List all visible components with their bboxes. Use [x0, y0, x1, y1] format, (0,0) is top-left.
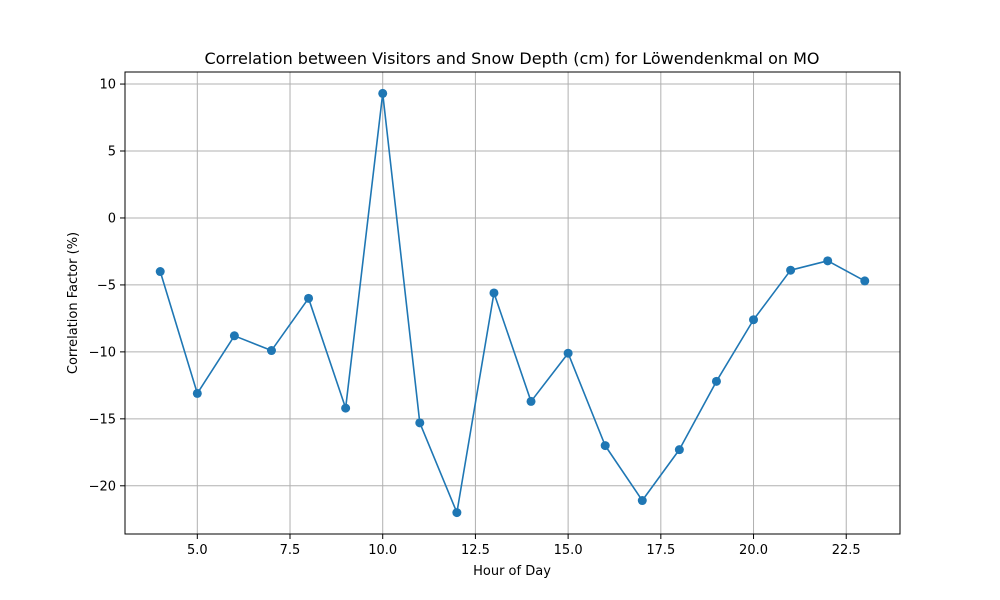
y-tick-label: −15 [89, 412, 116, 427]
x-tick-label: 7.5 [280, 543, 301, 558]
y-axis-label: Correlation Factor (%) [66, 232, 81, 374]
data-point [341, 403, 351, 413]
data-point [674, 445, 684, 455]
data-point [304, 293, 314, 303]
x-axis-label: Hour of Day [473, 564, 551, 579]
y-tick-label: 10 [99, 78, 116, 93]
axes: 5.0 7.5 10.0 12.5 15.0 17.5 20.0 22.5 −20 −15 −10 −… [89, 78, 861, 558]
x-tick-label: 20.0 [739, 543, 768, 558]
series-line [159, 92, 866, 514]
y-tick-label: −20 [89, 479, 116, 494]
y-tick-label: −5 [97, 278, 116, 293]
data-point [378, 88, 388, 98]
data-point [637, 496, 647, 506]
data-point [600, 441, 610, 451]
x-tick-label: 5.0 [187, 543, 208, 558]
y-tick-label: 5 [108, 145, 116, 160]
x-tick-label: 10.0 [368, 543, 397, 558]
data-point [526, 396, 536, 406]
data-point [860, 276, 870, 286]
data-point [415, 418, 425, 428]
y-tick-label: 0 [108, 211, 116, 226]
data-point [266, 346, 276, 356]
x-tick-label: 17.5 [646, 543, 675, 558]
x-tick-label: 22.5 [832, 543, 861, 558]
y-tick-label: −10 [89, 345, 116, 360]
plot-frame [124, 71, 901, 535]
data-point [192, 388, 202, 398]
data-point [155, 267, 165, 277]
data-point [711, 376, 721, 386]
data-point [452, 508, 462, 518]
data-point [489, 288, 499, 298]
data-point [786, 265, 796, 275]
data-point [563, 348, 573, 358]
data-point [749, 315, 759, 325]
data-point [229, 331, 239, 341]
data-point [823, 256, 833, 266]
grid [125, 72, 900, 534]
series-layer [155, 88, 870, 518]
x-tick-label: 12.5 [461, 543, 490, 558]
chart-title: Correlation between Visitors and Snow De… [204, 49, 819, 68]
x-tick-label: 15.0 [554, 543, 583, 558]
